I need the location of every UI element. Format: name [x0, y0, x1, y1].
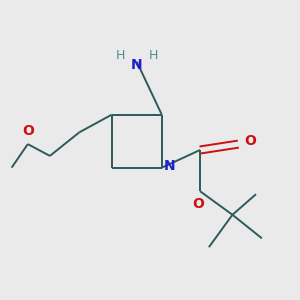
Text: H: H	[148, 49, 158, 62]
Text: O: O	[22, 124, 34, 138]
Text: N: N	[131, 58, 142, 72]
Text: O: O	[193, 197, 205, 211]
Text: H: H	[116, 49, 125, 62]
Text: O: O	[244, 134, 256, 148]
Text: N: N	[164, 159, 176, 173]
